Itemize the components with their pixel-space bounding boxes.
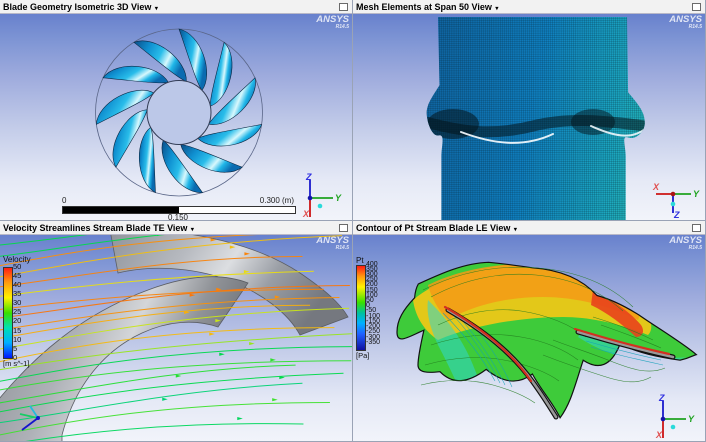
svg-text:Y: Y	[688, 414, 695, 424]
svg-text:Z: Z	[658, 393, 665, 403]
svg-text:Z: Z	[673, 210, 680, 220]
svg-text:Z: Z	[305, 172, 312, 182]
svg-text:Y: Y	[693, 189, 700, 199]
svg-text:X: X	[655, 430, 663, 440]
svg-text:Y: Y	[335, 193, 342, 203]
svg-text:X: X	[652, 182, 660, 192]
svg-text:X: X	[302, 209, 310, 219]
